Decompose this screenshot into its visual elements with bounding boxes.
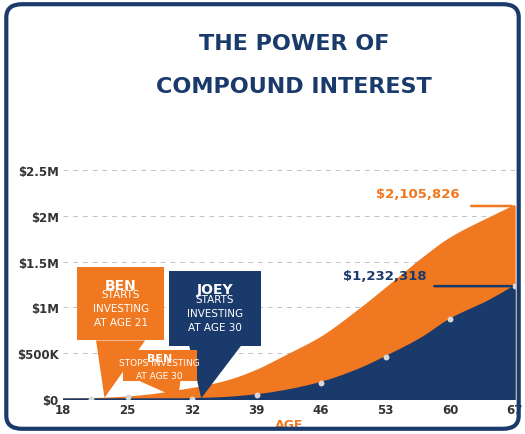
Polygon shape <box>139 381 181 398</box>
Text: STOPS INVESTING
AT AGE 30: STOPS INVESTING AT AGE 30 <box>119 358 200 380</box>
Polygon shape <box>189 346 241 398</box>
FancyBboxPatch shape <box>77 267 164 341</box>
Text: STARTS
INVESTING
AT AGE 30: STARTS INVESTING AT AGE 30 <box>187 294 243 332</box>
Text: BEN: BEN <box>104 278 136 292</box>
Point <box>317 379 325 386</box>
Point <box>87 396 95 403</box>
Point <box>381 354 390 361</box>
Text: THE POWER OF: THE POWER OF <box>199 33 389 53</box>
Text: JOEY: JOEY <box>197 282 233 296</box>
Text: COMPOUND INTEREST: COMPOUND INTEREST <box>156 77 432 97</box>
FancyBboxPatch shape <box>123 350 196 381</box>
Point <box>188 395 196 402</box>
Text: BEN: BEN <box>147 353 172 363</box>
Polygon shape <box>96 341 145 398</box>
Point <box>123 394 132 401</box>
Text: $2,105,826: $2,105,826 <box>375 188 459 201</box>
Point <box>510 283 519 290</box>
Point <box>253 392 261 399</box>
Text: $1,232,318: $1,232,318 <box>343 269 427 282</box>
X-axis label: AGE: AGE <box>275 418 303 431</box>
Point <box>446 316 454 323</box>
Text: STARTS
INVESTING
AT AGE 21: STARTS INVESTING AT AGE 21 <box>92 289 149 327</box>
FancyBboxPatch shape <box>169 271 261 346</box>
